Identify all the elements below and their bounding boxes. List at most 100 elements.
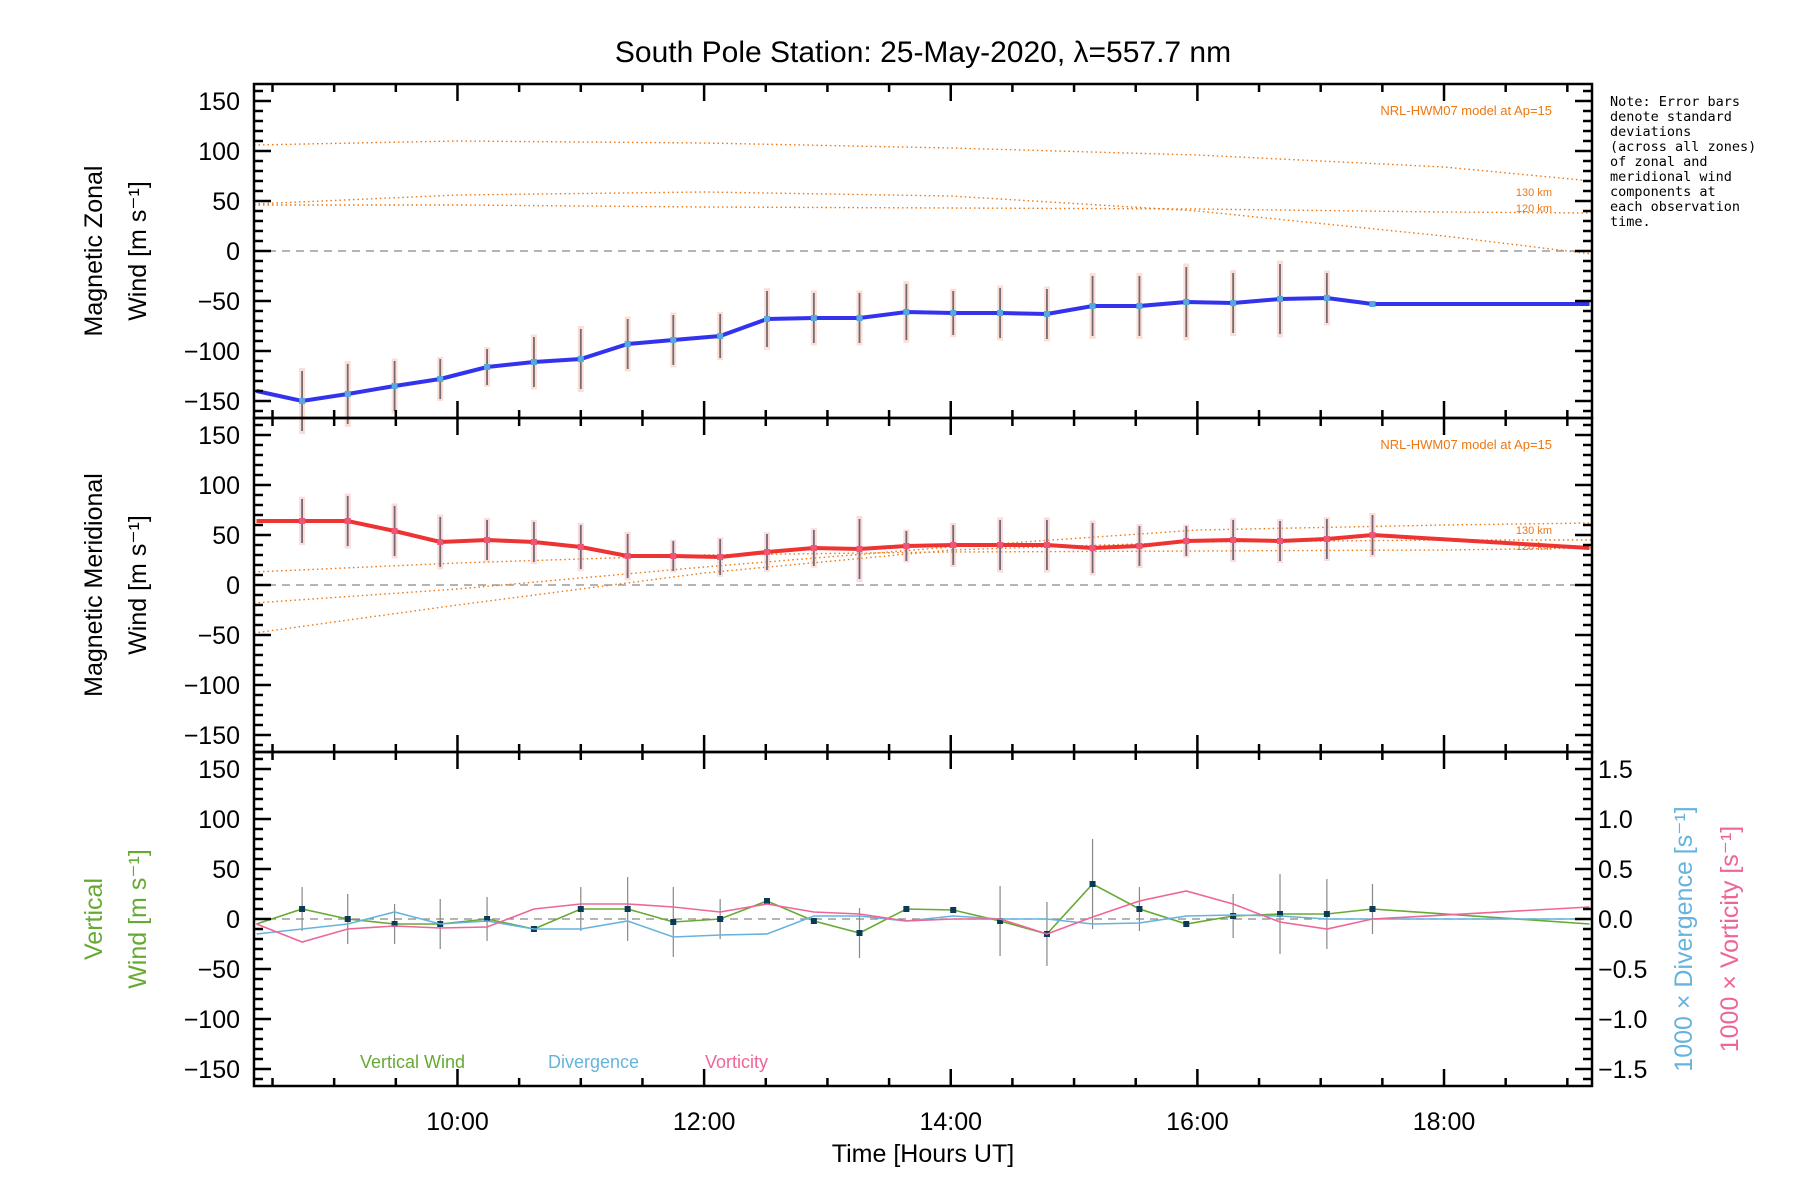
right-y-tick-label: 1.0 — [1598, 806, 1633, 834]
y-tick-label: 0 — [226, 906, 240, 934]
data-point — [624, 906, 631, 912]
data-point — [856, 546, 863, 552]
data-point — [1230, 537, 1237, 543]
data-point — [1043, 542, 1050, 548]
data-point — [1230, 300, 1237, 306]
data-point — [997, 310, 1004, 316]
divergence-axis-label: 1000 × Divergence [s⁻¹] — [1670, 806, 1698, 1071]
y-tick-label: 0 — [226, 572, 240, 600]
data-point — [1323, 536, 1330, 542]
data-point — [437, 376, 444, 382]
y-tick-label: −100 — [184, 1006, 240, 1034]
data-point — [950, 310, 957, 316]
model-curve-model-130km — [253, 191, 1593, 255]
data-point — [1369, 532, 1376, 538]
data-point — [391, 528, 398, 534]
data-point — [856, 930, 863, 936]
data-point — [299, 398, 306, 404]
y-axis-label-line1: Magnetic Zonal — [80, 166, 108, 337]
x-tick-label: 14:00 — [919, 1108, 982, 1136]
model-label: NRL-HWM07 model at Ap=15 — [1380, 103, 1552, 118]
data-point — [1277, 911, 1284, 917]
data-point — [484, 916, 491, 922]
right-y-tick-label: 0.0 — [1598, 906, 1633, 934]
data-point — [1277, 538, 1284, 544]
y-axis-label-line2: Wind [m s⁻¹] — [124, 515, 152, 655]
error-bar-note: Note: Error bars denote standard deviati… — [1610, 94, 1757, 230]
data-point — [1369, 301, 1376, 307]
data-point — [1369, 906, 1376, 912]
legend-item-divergence: Divergence — [548, 1052, 639, 1072]
y-tick-label: 50 — [212, 856, 240, 884]
model-label: NRL-HWM07 model at Ap=15 — [1380, 437, 1552, 452]
vorticity-axis-label: 1000 × Vorticity [s⁻¹] — [1716, 826, 1744, 1053]
y-tick-label: 150 — [198, 422, 240, 450]
data-point — [484, 537, 491, 543]
data-point — [670, 553, 677, 559]
legend-item-vorticity: Vorticity — [705, 1052, 768, 1072]
data-point — [717, 333, 724, 339]
data-point — [624, 553, 631, 559]
y-tick-label: −50 — [198, 622, 240, 650]
y-tick-label: −150 — [184, 722, 240, 750]
panel-zonal: NRL-HWM07 model at Ap=15 130 km 120 km −150… — [80, 82, 1594, 434]
chart-title: South Pole Station: 25-May-2020, λ=557.7… — [615, 36, 1231, 69]
x-tick-label: 10:00 — [426, 1108, 489, 1136]
data-point — [764, 316, 771, 322]
data-point — [1043, 311, 1050, 317]
y-axis-label-line1: Magnetic Meridional — [80, 473, 108, 697]
y-tick-label: 100 — [198, 138, 240, 166]
y-tick-label: 100 — [198, 806, 240, 834]
data-point — [577, 906, 584, 912]
km-label-130: 130 km — [1516, 187, 1552, 199]
x-axis-label: Time [Hours UT] — [832, 1140, 1014, 1168]
data-point — [1183, 299, 1190, 305]
data-point — [577, 544, 584, 550]
right-y-tick-label: 0.5 — [1598, 856, 1633, 884]
y-tick-label: 0 — [226, 238, 240, 266]
data-point — [344, 391, 351, 397]
y-axis-label-line2: Wind [m s⁻¹] — [124, 181, 152, 321]
data-point — [810, 315, 817, 321]
model-curve-model-a — [253, 547, 1593, 573]
data-point — [856, 315, 863, 321]
y-axis-label-line1: Vertical — [80, 878, 108, 960]
data-point — [717, 554, 724, 560]
y-tick-label: −150 — [184, 388, 240, 416]
data-point — [670, 919, 677, 925]
data-point — [764, 549, 771, 555]
data-point — [997, 918, 1004, 924]
model-curve-model-120km — [254, 204, 1593, 214]
data-point — [950, 542, 957, 548]
y-tick-label: −50 — [198, 288, 240, 316]
data-point — [299, 518, 306, 524]
series-line-vertical-wind — [256, 883, 1590, 935]
panel-vertical: −150 −100 −50 0 50 100 150 Vertical Wind [m s⁻¹]… — [80, 750, 1744, 1088]
data-point — [717, 916, 724, 922]
data-point — [1089, 881, 1096, 887]
data-point — [1136, 906, 1143, 912]
series-line-vorticity — [256, 890, 1590, 943]
data-point — [577, 356, 584, 362]
y-tick-label: 50 — [212, 188, 240, 216]
y-axis-label-line2: Wind [m s⁻¹] — [124, 849, 152, 989]
y-tick-label: 150 — [198, 88, 240, 116]
model-curve-model-high — [253, 140, 1593, 182]
data-point — [299, 906, 306, 912]
data-point — [1277, 296, 1284, 302]
data-point — [903, 906, 910, 912]
data-point — [530, 539, 537, 545]
data-point — [624, 341, 631, 347]
model-curve-model-120km — [253, 539, 1592, 634]
data-point — [1136, 543, 1143, 549]
data-point — [391, 383, 398, 389]
legend-item-vertical-wind: Vertical Wind — [360, 1052, 465, 1072]
data-point — [1136, 303, 1143, 309]
data-point — [903, 543, 910, 549]
data-point — [1089, 545, 1096, 551]
data-point — [1183, 921, 1190, 927]
right-y-tick-label: 1.5 — [1598, 756, 1633, 784]
data-point — [810, 545, 817, 551]
data-point — [1323, 911, 1330, 917]
y-tick-label: −50 — [198, 956, 240, 984]
